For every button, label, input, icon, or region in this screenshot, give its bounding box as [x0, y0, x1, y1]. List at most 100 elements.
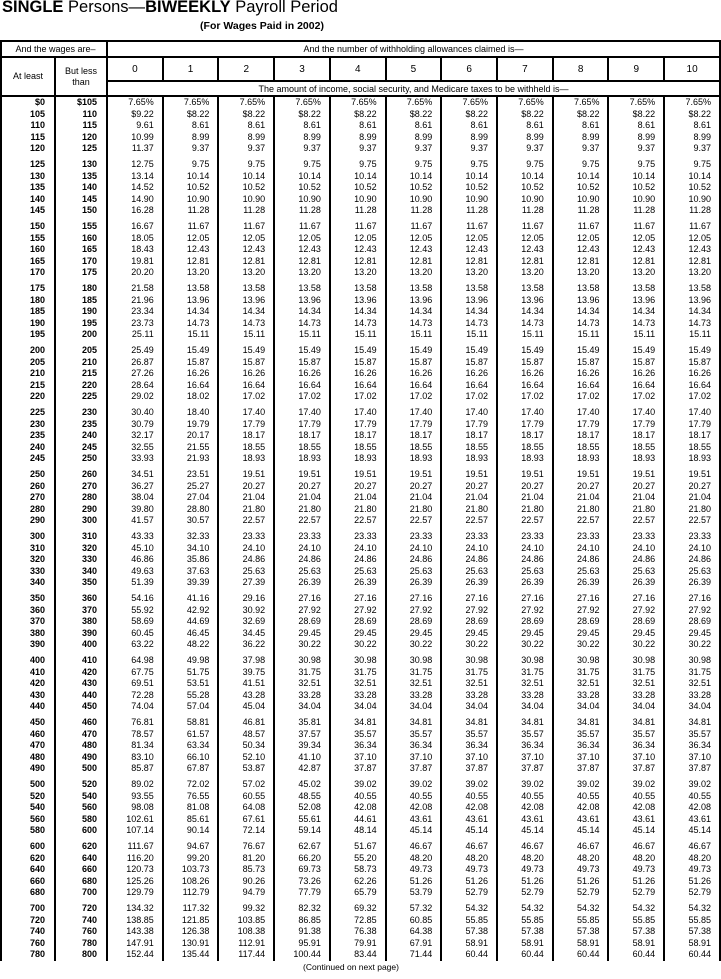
tax-amount-cell: 25.49 — [106, 345, 163, 357]
tax-amount-cell: 7.65% — [440, 96, 498, 109]
tax-amount-cell: 26.39 — [440, 577, 498, 589]
tax-amount-cell: 35.57 — [328, 728, 386, 740]
table-row: 330 340 49.63 37.63 25.63 25.63 25.63 25.63 25.6… — [0, 565, 720, 577]
tax-amount-cell: 25.63 — [551, 565, 609, 577]
spacer-cell — [0, 278, 55, 283]
spacer-cell — [106, 588, 163, 593]
but-less-cell: 250 — [54, 453, 107, 465]
tax-amount-cell: 34.81 — [551, 717, 609, 729]
at-least-cell: 170 — [0, 267, 55, 279]
spacer-cell — [440, 216, 498, 221]
spacer-cell — [328, 650, 386, 655]
tax-amount-cell: 12.75 — [106, 159, 163, 171]
tax-amount-cell: 152.44 — [106, 949, 163, 961]
tax-amount-cell: 30.22 — [328, 639, 386, 651]
tax-amount-cell: 48.20 — [384, 852, 442, 864]
tax-amount-cell: 24.86 — [384, 554, 442, 566]
tax-amount-cell: $8.22 — [217, 108, 275, 120]
tax-amount-cell: 15.87 — [663, 356, 720, 368]
at-least-cell: 660 — [0, 875, 55, 887]
tax-amount-cell: 46.67 — [551, 841, 609, 853]
tax-amount-cell: $8.22 — [384, 108, 442, 120]
tax-amount-cell: 18.17 — [273, 430, 330, 442]
tax-amount-cell: 45.14 — [663, 825, 720, 837]
tax-amount-cell: 35.81 — [273, 717, 330, 729]
at-least-cell: 115 — [0, 131, 55, 143]
tax-amount-cell: 108.38 — [217, 926, 275, 938]
tax-amount-cell: 11.37 — [106, 143, 163, 155]
tax-amount-cell: 12.43 — [440, 244, 498, 256]
tax-amount-cell: 17.40 — [607, 407, 665, 419]
tax-amount-cell: 72.14 — [217, 825, 275, 837]
tax-amount-cell: 23.33 — [496, 531, 553, 543]
tax-amount-cell: 22.57 — [328, 515, 386, 527]
at-least-cell: 430 — [0, 689, 55, 701]
tax-amount-cell: 12.43 — [161, 244, 219, 256]
tax-amount-cell: 22.57 — [384, 515, 442, 527]
tax-amount-cell: 53.87 — [217, 763, 275, 775]
tax-amount-cell: 10.90 — [496, 193, 553, 205]
tax-amount-cell: 48.20 — [496, 852, 553, 864]
at-least-cell: 390 — [0, 639, 55, 651]
tax-amount-cell: 51.26 — [496, 875, 553, 887]
spacer-cell — [440, 650, 498, 655]
spacer-cell — [161, 526, 219, 531]
tax-amount-cell: 11.28 — [496, 205, 553, 217]
tax-amount-cell: 48.20 — [551, 852, 609, 864]
tax-amount-cell: 20.27 — [273, 480, 330, 492]
tax-amount-cell: 19.51 — [440, 469, 498, 481]
tax-amount-cell: 21.04 — [663, 492, 720, 504]
tax-amount-cell: 20.20 — [106, 267, 163, 279]
tax-amount-cell: 11.67 — [663, 221, 720, 233]
tax-amount-cell: 16.26 — [607, 368, 665, 380]
tax-amount-cell: 85.61 — [161, 813, 219, 825]
tax-amount-cell: 18.17 — [663, 430, 720, 442]
but-less-cell: 150 — [54, 205, 107, 217]
at-least-cell: 190 — [0, 317, 55, 329]
spacer-cell — [161, 588, 219, 593]
spacer-cell — [54, 464, 107, 469]
tax-amount-cell: 15.49 — [328, 345, 386, 357]
tax-amount-cell: 43.33 — [106, 531, 163, 543]
tax-amount-cell: 21.80 — [273, 503, 330, 515]
spacer-cell — [273, 774, 330, 779]
at-least-cell: 310 — [0, 542, 55, 554]
tax-amount-cell: 36.34 — [440, 740, 498, 752]
table-row: 235 240 32.17 20.17 18.17 18.17 18.17 18.17 18.1… — [0, 430, 720, 442]
tax-amount-cell: 112.79 — [161, 887, 219, 899]
but-less-cell: 165 — [54, 244, 107, 256]
tax-amount-cell: 12.05 — [328, 232, 386, 244]
tax-amount-cell: 10.52 — [328, 182, 386, 194]
tax-amount-cell: 21.80 — [496, 503, 553, 515]
tax-amount-cell: 23.34 — [106, 306, 163, 318]
tax-amount-cell: 99.20 — [161, 852, 219, 864]
but-less-cell: 800 — [54, 949, 107, 961]
tax-amount-cell: 30.98 — [607, 655, 665, 667]
spacer-cell — [607, 402, 665, 407]
tax-amount-cell: 10.14 — [551, 170, 609, 182]
tax-amount-cell: 19.51 — [217, 469, 275, 481]
tax-amount-cell: $8.22 — [607, 108, 665, 120]
spacer-cell — [161, 216, 219, 221]
tax-amount-cell: 67.61 — [217, 813, 275, 825]
but-less-cell: 560 — [54, 802, 107, 814]
table-row: 110 115 9.61 8.61 8.61 8.61 8.61 8.61 8.61 8.61 8.… — [0, 120, 720, 132]
spacer-cell — [551, 402, 609, 407]
spacer-cell — [217, 154, 275, 159]
tax-amount-cell: 46.45 — [161, 627, 219, 639]
tax-amount-cell: 42.08 — [663, 802, 720, 814]
tax-amount-cell: 34.04 — [273, 701, 330, 713]
spacer-cell — [54, 650, 107, 655]
tax-amount-cell: 10.52 — [217, 182, 275, 194]
tax-amount-cell: 13.96 — [328, 294, 386, 306]
tax-amount-cell: 7.65% — [106, 96, 163, 109]
at-least-cell: 195 — [0, 329, 55, 341]
tax-amount-cell: 25.63 — [663, 565, 720, 577]
tax-amount-cell: 9.75 — [440, 159, 498, 171]
tax-amount-cell: 51.26 — [607, 875, 665, 887]
tax-amount-cell: 32.51 — [440, 678, 498, 690]
tax-amount-cell: 9.75 — [496, 159, 553, 171]
but-less-cell: 410 — [54, 655, 107, 667]
table-row: 320 330 46.86 35.86 24.86 24.86 24.86 24.86 24.8… — [0, 554, 720, 566]
spacer-cell — [384, 402, 442, 407]
